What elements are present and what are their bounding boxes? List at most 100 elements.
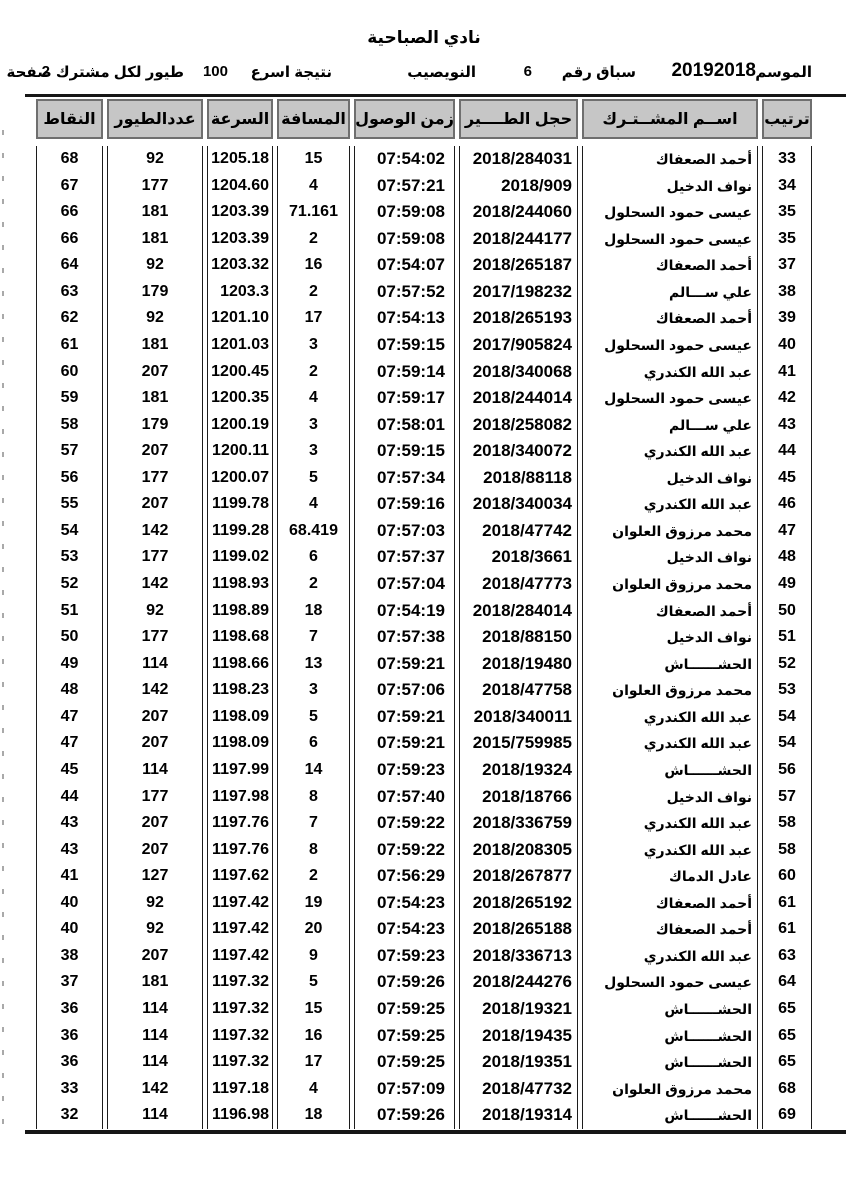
rank-cell: 65 [762, 1049, 812, 1076]
page-number: 2 [41, 63, 50, 80]
speed-cell: 1197.42 [207, 889, 273, 917]
rank-cell: 39 [762, 305, 812, 332]
header-name: اســم المشــتـرك [582, 99, 758, 139]
ring-cell: 2015/759985 [459, 730, 578, 757]
points-cell: 51 [36, 597, 103, 625]
header-ring: حجل الطــــير [459, 99, 578, 139]
name-cell: علي ســـالم [582, 411, 758, 439]
birds-cell: 207 [107, 491, 203, 518]
ring-cell: 2018/88150 [459, 624, 578, 651]
birds-cell: 181 [107, 385, 203, 412]
birds-cell: 207 [107, 703, 203, 731]
points-cell: 40 [36, 916, 103, 943]
ring-cell: 2017/198232 [459, 278, 578, 306]
birds-cell: 177 [107, 464, 203, 492]
speed-cell: 1199.28 [207, 517, 273, 545]
speed-cell: 1199.02 [207, 544, 273, 571]
time-cell: 07:54:07 [354, 252, 455, 279]
time-cell: 07:59:15 [354, 331, 455, 359]
speed-cell: 1200.45 [207, 358, 273, 386]
speed-cell: 1203.3 [207, 278, 273, 306]
birds-cell: 207 [107, 810, 203, 837]
points-cell: 36 [36, 996, 103, 1023]
name-cell: أحمد الصعفاك [582, 916, 758, 943]
birds-cell: 142 [107, 571, 203, 598]
rank-cell: 58 [762, 810, 812, 837]
ring-cell: 2018/265193 [459, 305, 578, 332]
season-label: الموسم [755, 64, 812, 81]
birds-cell: 179 [107, 411, 203, 439]
ring-cell: 2018/88118 [459, 464, 578, 492]
ring-cell: 2018/47773 [459, 571, 578, 598]
points-cell: 36 [36, 1022, 103, 1050]
distance-cell: 17 [277, 1049, 350, 1076]
speed-cell: 1201.03 [207, 331, 273, 359]
birds-cell: 142 [107, 517, 203, 545]
time-cell: 07:59:14 [354, 358, 455, 386]
ring-cell: 2018/47742 [459, 517, 578, 545]
time-cell: 07:59:21 [354, 650, 455, 678]
distance-cell: 17 [277, 305, 350, 332]
rank-cell: 61 [762, 916, 812, 943]
ring-cell: 2018/336713 [459, 942, 578, 970]
distance-cell: 3 [277, 677, 350, 704]
name-cell: عبد الله الكندري [582, 703, 758, 731]
rank-cell: 34 [762, 172, 812, 200]
name-cell: الحشــــــاش [582, 1049, 758, 1076]
distance-cell: 6 [277, 730, 350, 757]
name-cell: عبد الله الكندري [582, 358, 758, 386]
time-cell: 07:59:22 [354, 810, 455, 837]
speed-cell: 1198.09 [207, 730, 273, 757]
birds-cell: 127 [107, 863, 203, 890]
rank-cell: 35 [762, 199, 812, 226]
name-cell: عبد الله الكندري [582, 836, 758, 864]
birds-cell: 181 [107, 969, 203, 996]
rank-cell: 49 [762, 571, 812, 598]
rank-cell: 64 [762, 969, 812, 996]
name-cell: محمد مرزوق العلوان [582, 677, 758, 704]
speed-cell: 1197.99 [207, 756, 273, 784]
distance-cell: 2 [277, 571, 350, 598]
ring-cell: 2018/244276 [459, 969, 578, 996]
name-cell: الحشــــــاش [582, 650, 758, 678]
birds-cell: 92 [107, 597, 203, 625]
points-cell: 58 [36, 411, 103, 439]
distance-cell: 5 [277, 969, 350, 996]
time-cell: 07:57:38 [354, 624, 455, 651]
speed-cell: 1200.11 [207, 438, 273, 465]
header-distance: المسافة [277, 99, 350, 139]
ring-cell: 2018/340034 [459, 491, 578, 518]
name-cell: نواف الدخيل [582, 544, 758, 571]
time-cell: 07:59:25 [354, 1049, 455, 1076]
distance-cell: 14 [277, 756, 350, 784]
distance-cell: 9 [277, 942, 350, 970]
rank-cell: 68 [762, 1075, 812, 1103]
distance-cell: 16 [277, 252, 350, 279]
left-margin-dots [2, 130, 4, 1142]
birds-cell: 207 [107, 358, 203, 386]
distance-cell: 15 [277, 146, 350, 173]
race-number-label: سباق رقم [561, 64, 636, 81]
rank-cell: 33 [762, 146, 812, 173]
ring-cell: 2018/208305 [459, 836, 578, 864]
birds-cell: 114 [107, 996, 203, 1023]
speed-cell: 1197.42 [207, 916, 273, 943]
ring-cell: 2018/19480 [459, 650, 578, 678]
rank-cell: 40 [762, 331, 812, 359]
distance-cell: 3 [277, 411, 350, 439]
points-cell: 55 [36, 491, 103, 518]
name-cell: نواف الدخيل [582, 783, 758, 811]
name-cell: أحمد الصعفاك [582, 597, 758, 625]
time-cell: 07:54:02 [354, 146, 455, 173]
header-speed: السرعة [207, 99, 273, 139]
rank-cell: 65 [762, 1022, 812, 1050]
results-rows: 33 أحمد الصعفاك 2018/284031 07:54:02 15 1205.… [36, 146, 812, 1129]
name-cell: محمد مرزوق العلوان [582, 1075, 758, 1103]
name-cell: عبد الله الكندري [582, 942, 758, 970]
name-cell: نواف الدخيل [582, 464, 758, 492]
time-cell: 07:59:26 [354, 969, 455, 996]
points-cell: 50 [36, 624, 103, 651]
points-cell: 57 [36, 438, 103, 465]
birds-cell: 114 [107, 650, 203, 678]
name-cell: أحمد الصعفاك [582, 889, 758, 917]
